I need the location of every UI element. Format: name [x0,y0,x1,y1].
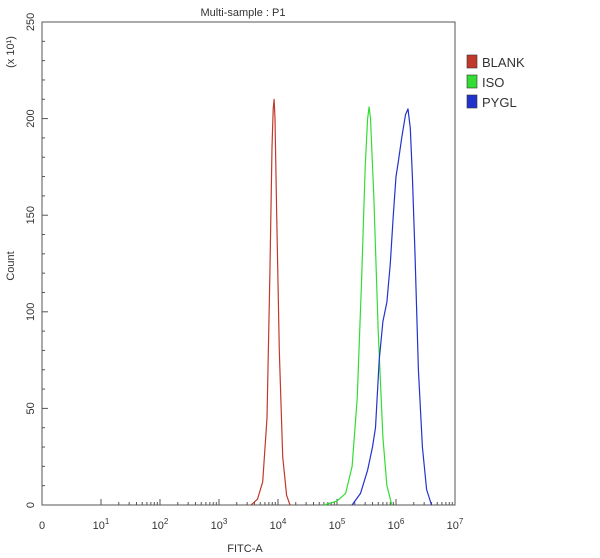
legend-swatch-pygl [466,94,478,109]
series-line-pygl [351,108,433,506]
legend-label-blank: BLANK [482,55,525,70]
y-tick-label: 200 [25,109,37,127]
legend-swatch-blank [466,54,478,69]
x-tick-label: 0 [39,520,45,532]
chart-title: Multi-sample : P1 [201,7,286,19]
legend-swatch-iso [466,74,478,89]
y-axis-ticks: 0 50 100 150 200 250 [25,13,48,508]
y-axis-label: Count [5,251,17,280]
y-tick-label: 0 [25,502,37,508]
y-axis-multiplier: (x 10¹) [5,36,17,68]
series-line-iso [323,106,393,506]
y-tick-label: 50 [25,402,37,414]
series-line-blank [250,98,291,506]
x-axis-label: FITC-A [227,543,263,555]
y-tick-label: 150 [25,206,37,224]
y-tick-label: 100 [25,303,37,321]
legend-label-iso: ISO [482,75,504,90]
legend: BLANK ISO PYGL [466,54,525,110]
legend-label-pygl: PYGL [482,95,517,110]
series-group [250,98,433,506]
y-tick-label: 250 [25,13,37,31]
plot-frame [41,21,456,506]
